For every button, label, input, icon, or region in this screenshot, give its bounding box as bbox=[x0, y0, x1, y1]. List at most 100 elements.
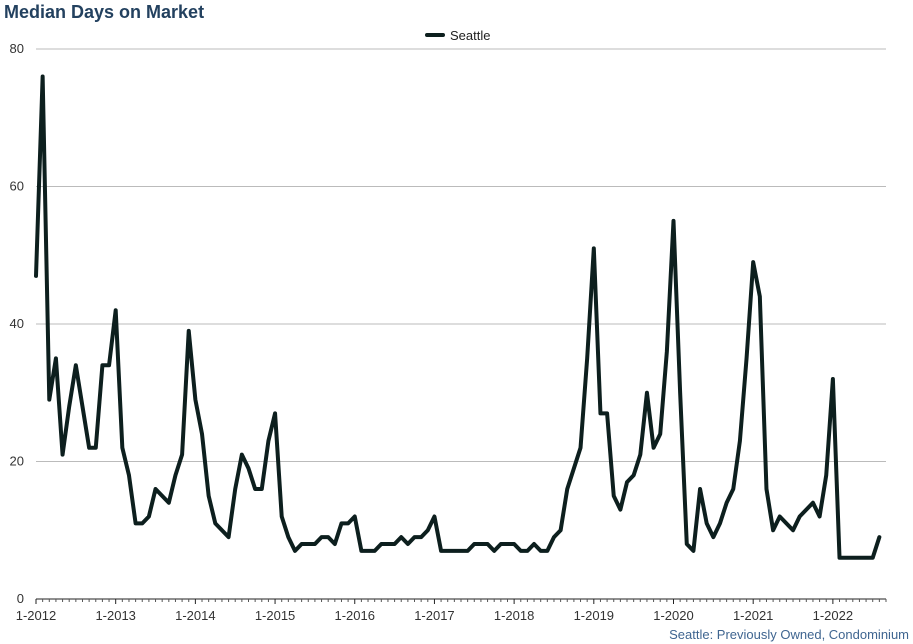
data-point bbox=[446, 549, 450, 553]
data-point bbox=[844, 556, 848, 560]
x-tick-label: 1-2016 bbox=[335, 608, 375, 623]
data-point bbox=[200, 432, 204, 436]
x-tick-label: 1-2017 bbox=[414, 608, 454, 623]
data-point bbox=[592, 246, 596, 250]
data-point bbox=[492, 549, 496, 553]
data-point bbox=[466, 549, 470, 553]
data-point bbox=[851, 556, 855, 560]
data-point bbox=[207, 494, 211, 498]
data-point bbox=[80, 404, 85, 409]
data-point bbox=[134, 521, 138, 525]
plot-area bbox=[34, 74, 882, 560]
data-point bbox=[114, 308, 118, 312]
data-point bbox=[645, 391, 649, 395]
data-point bbox=[705, 521, 709, 525]
data-point bbox=[359, 549, 363, 553]
data-point bbox=[559, 528, 563, 532]
data-point bbox=[246, 466, 251, 470]
data-point bbox=[54, 356, 58, 360]
data-point bbox=[439, 549, 443, 553]
data-point bbox=[831, 377, 835, 381]
data-point bbox=[778, 514, 782, 519]
data-point bbox=[326, 535, 330, 539]
data-point bbox=[220, 528, 224, 532]
chart-title: Median Days on Market bbox=[4, 2, 205, 22]
data-point bbox=[485, 542, 490, 546]
data-point bbox=[519, 549, 523, 553]
data-point bbox=[147, 514, 151, 519]
data-point bbox=[286, 535, 290, 539]
data-point bbox=[539, 549, 543, 553]
data-point bbox=[253, 487, 257, 491]
y-tick-label: 0 bbox=[17, 591, 24, 606]
y-tick-label: 60 bbox=[10, 179, 24, 194]
x-tick-label: 1-2013 bbox=[95, 608, 135, 623]
data-point bbox=[771, 528, 775, 532]
data-point bbox=[578, 446, 583, 450]
x-tick-label: 1-2021 bbox=[733, 608, 773, 623]
data-point bbox=[412, 535, 417, 539]
x-tick-label: 1-2022 bbox=[813, 608, 853, 623]
data-point bbox=[804, 508, 808, 512]
data-point bbox=[74, 363, 78, 367]
x-tick-label: 1-2020 bbox=[653, 608, 693, 623]
data-point bbox=[691, 549, 696, 553]
data-point bbox=[618, 508, 622, 512]
data-point bbox=[525, 549, 530, 553]
data-point bbox=[711, 535, 715, 539]
x-tick-label: 1-2018 bbox=[494, 608, 534, 623]
data-point bbox=[811, 501, 815, 505]
legend: Seattle bbox=[425, 28, 490, 43]
data-point bbox=[273, 411, 277, 415]
data-point bbox=[512, 542, 516, 546]
data-point bbox=[266, 439, 271, 443]
data-point bbox=[625, 480, 629, 484]
data-point bbox=[173, 473, 178, 477]
source-footnote: Seattle: Previously Owned, Condominium bbox=[669, 627, 909, 642]
data-point bbox=[837, 556, 842, 560]
x-tick-label: 1-2012 bbox=[16, 608, 56, 623]
data-point bbox=[552, 535, 556, 539]
data-point bbox=[306, 542, 310, 546]
data-point bbox=[127, 473, 131, 477]
data-point bbox=[300, 542, 304, 546]
data-point bbox=[34, 274, 38, 278]
series-line-seattle bbox=[34, 74, 882, 560]
data-point bbox=[100, 363, 105, 367]
data-point bbox=[386, 542, 390, 546]
data-point bbox=[605, 411, 609, 415]
data-point bbox=[226, 535, 231, 539]
data-point bbox=[319, 535, 324, 539]
data-point bbox=[738, 439, 742, 443]
data-point bbox=[432, 514, 437, 519]
data-point bbox=[379, 542, 383, 546]
y-tick-label: 80 bbox=[10, 41, 24, 56]
data-point bbox=[240, 453, 244, 457]
data-point bbox=[817, 514, 822, 519]
data-point bbox=[612, 494, 616, 498]
x-tick-label: 1-2019 bbox=[574, 608, 614, 623]
data-point bbox=[366, 549, 370, 553]
data-point bbox=[399, 535, 403, 539]
data-point bbox=[678, 391, 682, 395]
y-axis: 0 20 40 60 80 bbox=[10, 41, 24, 606]
data-point bbox=[685, 542, 689, 546]
data-point bbox=[280, 514, 284, 519]
data-point bbox=[406, 542, 410, 546]
data-point bbox=[60, 453, 65, 457]
data-point bbox=[47, 398, 51, 402]
data-point bbox=[419, 535, 423, 539]
data-point bbox=[877, 535, 881, 539]
data-point bbox=[67, 404, 71, 409]
data-point bbox=[545, 549, 549, 553]
data-point bbox=[426, 528, 430, 532]
data-point bbox=[373, 549, 377, 553]
data-point bbox=[638, 453, 642, 457]
data-point bbox=[784, 521, 788, 525]
data-point bbox=[572, 466, 576, 470]
x-tick-label: 1-2014 bbox=[175, 608, 215, 623]
data-point bbox=[392, 542, 397, 546]
data-point bbox=[459, 549, 463, 553]
data-point bbox=[260, 487, 264, 491]
